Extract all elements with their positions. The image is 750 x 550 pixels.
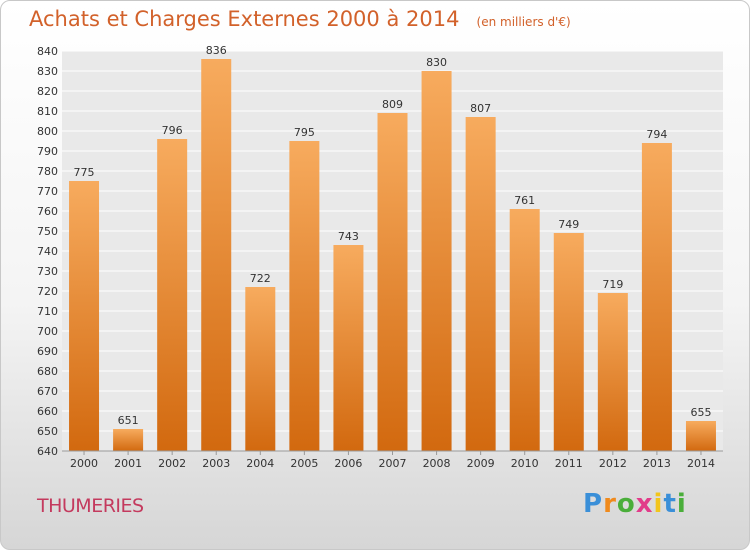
logo-letter: o [616,489,636,519]
x-tick-label-2000: 2000 [70,457,98,470]
value-label-2010: 761 [514,194,535,207]
logo-letter: x [635,489,654,519]
logo-letter: r [603,489,617,519]
commune-name: THUMERIES [37,495,144,517]
value-label-2003: 836 [206,44,227,57]
bars: 775 651 796 836 722 795 743 809 830 807 761 749 719 7… [69,44,716,451]
bar-2006 [333,245,364,451]
bar-2009 [465,117,496,451]
chart-title: Achats et Charges Externes 2000 à 2014 [29,7,460,31]
bar-2000 [69,181,100,451]
value-label-2001: 651 [118,414,139,427]
x-tick-label-2005: 2005 [290,457,318,470]
y-tick-label: 730 [37,265,58,278]
value-label-2012: 719 [602,278,623,291]
x-tick-label-2013: 2013 [643,457,671,470]
logo-letter: i [676,489,687,519]
value-label-2000: 775 [74,166,95,179]
y-tick-label: 790 [37,145,58,158]
y-tick-label: 740 [37,245,58,258]
bar-2001 [113,429,144,451]
logo-letter: t [663,489,677,519]
bar-2007 [377,113,408,451]
y-tick-label: 780 [37,165,58,178]
x-tick-label-2002: 2002 [158,457,186,470]
bar-2011 [553,233,584,451]
chart-subtitle: (en milliers d'€) [476,15,571,29]
bar-2004 [245,287,276,451]
value-label-2004: 722 [250,272,271,285]
value-label-2013: 794 [646,128,667,141]
value-label-2005: 795 [294,126,315,139]
y-tick-label: 670 [37,385,58,398]
y-tick-label: 680 [37,365,58,378]
x-tick-label-2003: 2003 [202,457,230,470]
y-tick-label: 690 [37,345,58,358]
y-tick-label: 720 [37,285,58,298]
y-tick-label: 640 [37,445,58,458]
x-tick-label-2006: 2006 [334,457,362,470]
x-tick-label-2001: 2001 [114,457,142,470]
y-tick-label: 770 [37,185,58,198]
y-tick-label: 700 [37,325,58,338]
y-tick-label: 840 [37,45,58,58]
bar-2010 [509,209,540,451]
x-tick-label-2008: 2008 [423,457,451,470]
bar-2008 [421,71,452,451]
x-tick-label-2010: 2010 [511,457,539,470]
x-tick-label-2014: 2014 [687,457,715,470]
y-axis: 640 650 660 670 680 690 700 710 720 730 740 750 760 7… [37,45,58,458]
x-tick-label-2009: 2009 [467,457,495,470]
y-tick-label: 650 [37,425,58,438]
x-tick-label-2007: 2007 [379,457,407,470]
x-tick-label-2011: 2011 [555,457,583,470]
y-tick-label: 710 [37,305,58,318]
x-tick-label-2004: 2004 [246,457,274,470]
bar-2013 [641,143,672,451]
value-label-2007: 809 [382,98,403,111]
y-tick-label: 820 [37,85,58,98]
y-tick-label: 760 [37,205,58,218]
y-tick-label: 830 [37,65,58,78]
proxiti-logo: Proxiti [583,489,687,519]
value-label-2011: 749 [558,218,579,231]
logo-letter: i [653,489,664,519]
bar-2014 [685,421,716,451]
y-tick-label: 810 [37,105,58,118]
value-label-2014: 655 [690,406,711,419]
value-label-2009: 807 [470,102,491,115]
bar-2002 [157,139,188,451]
y-tick-label: 750 [37,225,58,238]
logo-letter: P [583,489,604,519]
x-axis: 2000 2001 2002 2003 2004 2005 2006 2007 2008 2009… [62,450,723,470]
y-tick-label: 800 [37,125,58,138]
value-label-2008: 830 [426,56,447,69]
x-tick-label-2012: 2012 [599,457,627,470]
y-tick-label: 660 [37,405,58,418]
bar-2012 [597,293,628,451]
title-block: Achats et Charges Externes 2000 à 2014 (… [29,7,571,31]
value-label-2002: 796 [162,124,183,137]
bar-2005 [289,141,320,451]
bar-2003 [201,59,232,451]
value-label-2006: 743 [338,230,359,243]
